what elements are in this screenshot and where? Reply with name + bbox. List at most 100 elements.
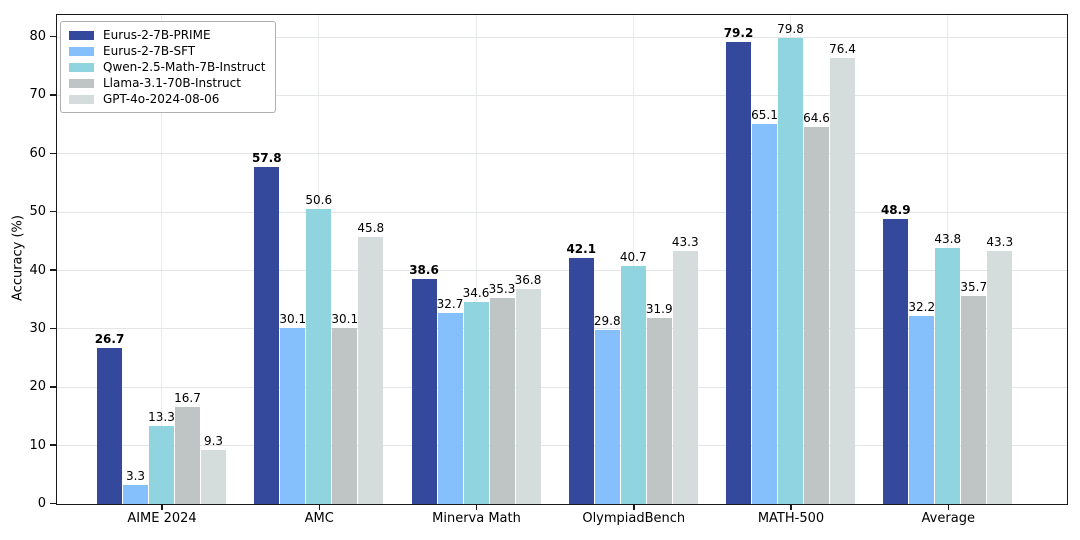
bar-value-label: 30.1 xyxy=(331,312,359,327)
bar xyxy=(97,348,122,504)
legend-swatch-icon xyxy=(69,78,94,88)
bar xyxy=(935,248,961,504)
x-tick-label: OlympiadBench xyxy=(582,511,686,526)
legend-swatch-icon xyxy=(69,30,94,40)
y-tick-label: 50 xyxy=(29,204,46,220)
v-gridline xyxy=(475,15,477,504)
bar-value-label: 16.7 xyxy=(174,390,201,405)
bar xyxy=(909,316,935,504)
h-gridline xyxy=(57,270,1067,272)
bar xyxy=(726,41,751,504)
plot-area: 26.7 3.3 13.3 16.7 9.3 57.8 30.1 50.6 30.1 45.8 38… xyxy=(56,14,1068,505)
x-tick-label: AIME 2024 xyxy=(127,511,197,526)
y-tick-label: 0 xyxy=(37,496,46,511)
bar-value-label: 45.8 xyxy=(357,220,385,235)
h-gridline xyxy=(57,36,1067,38)
bar-value-label: 3.3 xyxy=(125,468,146,483)
bar xyxy=(358,236,384,504)
bar xyxy=(961,295,987,504)
bar-value-label: 32.7 xyxy=(436,297,464,312)
h-gridline xyxy=(57,386,1067,388)
bar-group: 42.1 29.8 40.7 31.9 43.3 xyxy=(566,15,699,504)
y-tick-label: 30 xyxy=(29,320,46,336)
bar xyxy=(778,38,803,504)
bar xyxy=(437,313,463,504)
bar xyxy=(515,289,541,504)
bar xyxy=(306,208,332,504)
bar-group: 38.6 32.7 34.6 35.3 36.8 xyxy=(409,15,541,504)
bar xyxy=(804,126,829,504)
bar-value-label: 42.1 xyxy=(566,242,597,257)
legend-row: GPT-4o-2024-08-06 xyxy=(69,91,265,107)
y-tick xyxy=(50,210,56,213)
bar xyxy=(620,266,646,504)
x-tick-label: MATH-500 xyxy=(757,511,825,526)
x-tick xyxy=(318,505,320,510)
legend-label: Eurus-2-7B-PRIME xyxy=(103,28,211,42)
bar-group: 26.7 3.3 13.3 16.7 9.3 xyxy=(94,15,226,504)
bar-value-label: 35.7 xyxy=(960,279,988,294)
legend-row: Qwen-2.5-Math-7B-Instruct xyxy=(69,59,265,75)
bar-value-label: 34.6 xyxy=(462,286,490,301)
bar-value-label: 43.3 xyxy=(671,235,699,250)
v-gridline xyxy=(632,15,634,504)
x-tick xyxy=(947,505,949,510)
y-tick xyxy=(50,386,56,388)
bar xyxy=(280,328,306,504)
bar-value-label: 13.3 xyxy=(148,410,175,425)
y-tick xyxy=(50,269,56,271)
y-tick-label: 40 xyxy=(29,262,46,278)
bar xyxy=(568,258,594,504)
y-tick-label: 60 xyxy=(29,145,46,161)
y-tick xyxy=(50,327,56,330)
bar xyxy=(830,58,855,504)
legend-label: Qwen-2.5-Math-7B-Instruct xyxy=(103,60,266,74)
bar xyxy=(201,449,226,504)
bar xyxy=(254,166,280,504)
bar-value-label: 79.2 xyxy=(723,25,754,40)
bar-value-label: 26.7 xyxy=(94,332,125,347)
bar xyxy=(752,124,777,504)
x-tick-label: Average xyxy=(921,511,975,526)
x-tick xyxy=(161,505,163,510)
y-tick-label: 70 xyxy=(29,87,46,103)
bar-group: 57.8 30.1 50.6 30.1 45.8 xyxy=(251,15,385,504)
y-tick xyxy=(50,502,56,505)
x-tick xyxy=(790,505,792,510)
bar-value-label: 40.7 xyxy=(619,250,647,265)
legend-swatch-icon xyxy=(69,46,94,56)
y-tick xyxy=(50,94,56,96)
y-tick xyxy=(50,444,56,446)
y-tick xyxy=(50,152,56,154)
y-tick-label: 80 xyxy=(29,29,46,44)
bar-value-label: 38.6 xyxy=(409,262,439,277)
v-gridline xyxy=(161,15,162,504)
y-tick-label: 20 xyxy=(29,379,46,395)
bar-value-label: 43.3 xyxy=(986,235,1014,250)
x-tick xyxy=(633,505,635,510)
bar-value-label: 32.2 xyxy=(908,300,936,315)
legend-swatch-icon xyxy=(69,94,94,104)
y-axis-label: Accuracy (%) xyxy=(10,215,26,301)
bar-value-label: 35.3 xyxy=(488,281,516,296)
bar-value-label: 57.8 xyxy=(251,150,282,165)
bar-value-label: 65.1 xyxy=(751,108,778,122)
h-gridline xyxy=(57,328,1067,330)
bar-value-label: 64.6 xyxy=(803,110,830,125)
bar xyxy=(123,484,148,504)
bar xyxy=(883,218,909,504)
bar xyxy=(489,297,515,504)
legend-label: GPT-4o-2024-08-06 xyxy=(103,92,220,106)
bar xyxy=(332,328,358,504)
h-gridline xyxy=(57,94,1067,96)
bar-value-label: 30.1 xyxy=(279,312,307,327)
y-tick-label: 10 xyxy=(29,437,46,453)
bar xyxy=(149,426,174,504)
legend-row: Eurus-2-7B-SFT xyxy=(69,43,265,59)
bar-group: 79.2 65.1 79.8 64.6 76.4 xyxy=(723,15,856,504)
legend-row: Eurus-2-7B-PRIME xyxy=(69,27,265,43)
bar-value-label: 43.8 xyxy=(934,232,962,247)
bar xyxy=(646,317,672,504)
bar-value-label: 79.8 xyxy=(777,22,804,37)
